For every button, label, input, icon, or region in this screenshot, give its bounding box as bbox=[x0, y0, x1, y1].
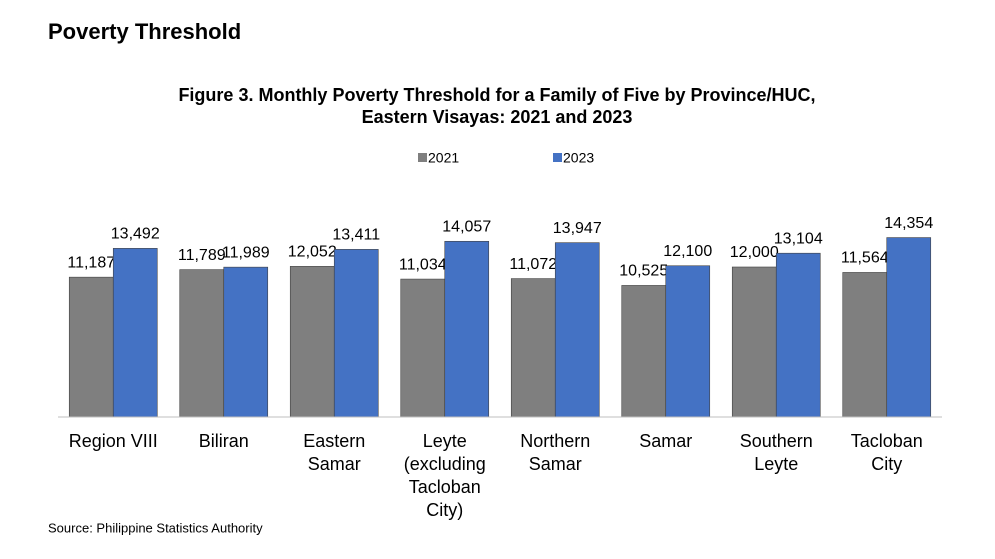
value-label: 11,072 bbox=[509, 256, 557, 273]
value-label: 14,057 bbox=[442, 219, 491, 236]
chart-title: Figure 3. Monthly Poverty Threshold for … bbox=[178, 85, 815, 105]
legend-swatch bbox=[553, 153, 562, 162]
bar bbox=[68, 276, 114, 418]
bar bbox=[179, 269, 225, 418]
x-tick-label: Region VIII bbox=[68, 431, 158, 451]
bar bbox=[333, 249, 379, 418]
value-label: 11,989 bbox=[222, 244, 270, 261]
value-label: 12,052 bbox=[288, 244, 337, 261]
x-tick-label: Leyte (excluding Tacloban City) bbox=[403, 431, 486, 520]
bar bbox=[886, 237, 932, 418]
value-label: 13,947 bbox=[553, 220, 602, 237]
x-tick-label: Biliran bbox=[198, 431, 249, 451]
value-label: 11,034 bbox=[399, 256, 447, 273]
legend-swatch bbox=[418, 153, 427, 162]
value-label: 14,354 bbox=[884, 215, 933, 232]
section-heading: Poverty Threshold bbox=[48, 19, 241, 44]
source-note: Source: Philippine Statistics Authority bbox=[48, 520, 263, 535]
x-tick-label: Southern Leyte bbox=[739, 431, 813, 474]
value-label: 12,100 bbox=[663, 243, 712, 260]
bar bbox=[621, 285, 667, 418]
bar bbox=[112, 248, 158, 418]
value-label: 13,492 bbox=[111, 226, 160, 243]
bar bbox=[665, 265, 711, 418]
value-label: 11,564 bbox=[841, 250, 889, 267]
value-label: 10,525 bbox=[619, 263, 668, 280]
value-label: 13,104 bbox=[774, 230, 823, 247]
bar bbox=[554, 242, 600, 418]
bar bbox=[842, 272, 888, 418]
x-tick-label: Northern Samar bbox=[520, 431, 591, 474]
bar bbox=[223, 266, 269, 418]
bar bbox=[444, 240, 490, 418]
x-tick-label: Samar bbox=[639, 431, 693, 451]
bar bbox=[510, 278, 556, 418]
value-label: 13,411 bbox=[332, 227, 380, 244]
x-tick-label: Tacloban City bbox=[850, 431, 923, 474]
x-tick-label: Eastern Samar bbox=[303, 431, 366, 474]
bar bbox=[400, 278, 446, 418]
bar bbox=[289, 266, 335, 418]
value-label: 11,789 bbox=[178, 247, 226, 264]
legend-label: 2023 bbox=[563, 150, 594, 166]
chart-title: Eastern Visayas: 2021 and 2023 bbox=[362, 107, 633, 127]
legend-label: 2021 bbox=[428, 150, 459, 166]
value-label: 11,187 bbox=[67, 254, 115, 271]
bar bbox=[731, 266, 777, 418]
bar bbox=[775, 252, 821, 418]
value-label: 12,000 bbox=[730, 244, 779, 261]
